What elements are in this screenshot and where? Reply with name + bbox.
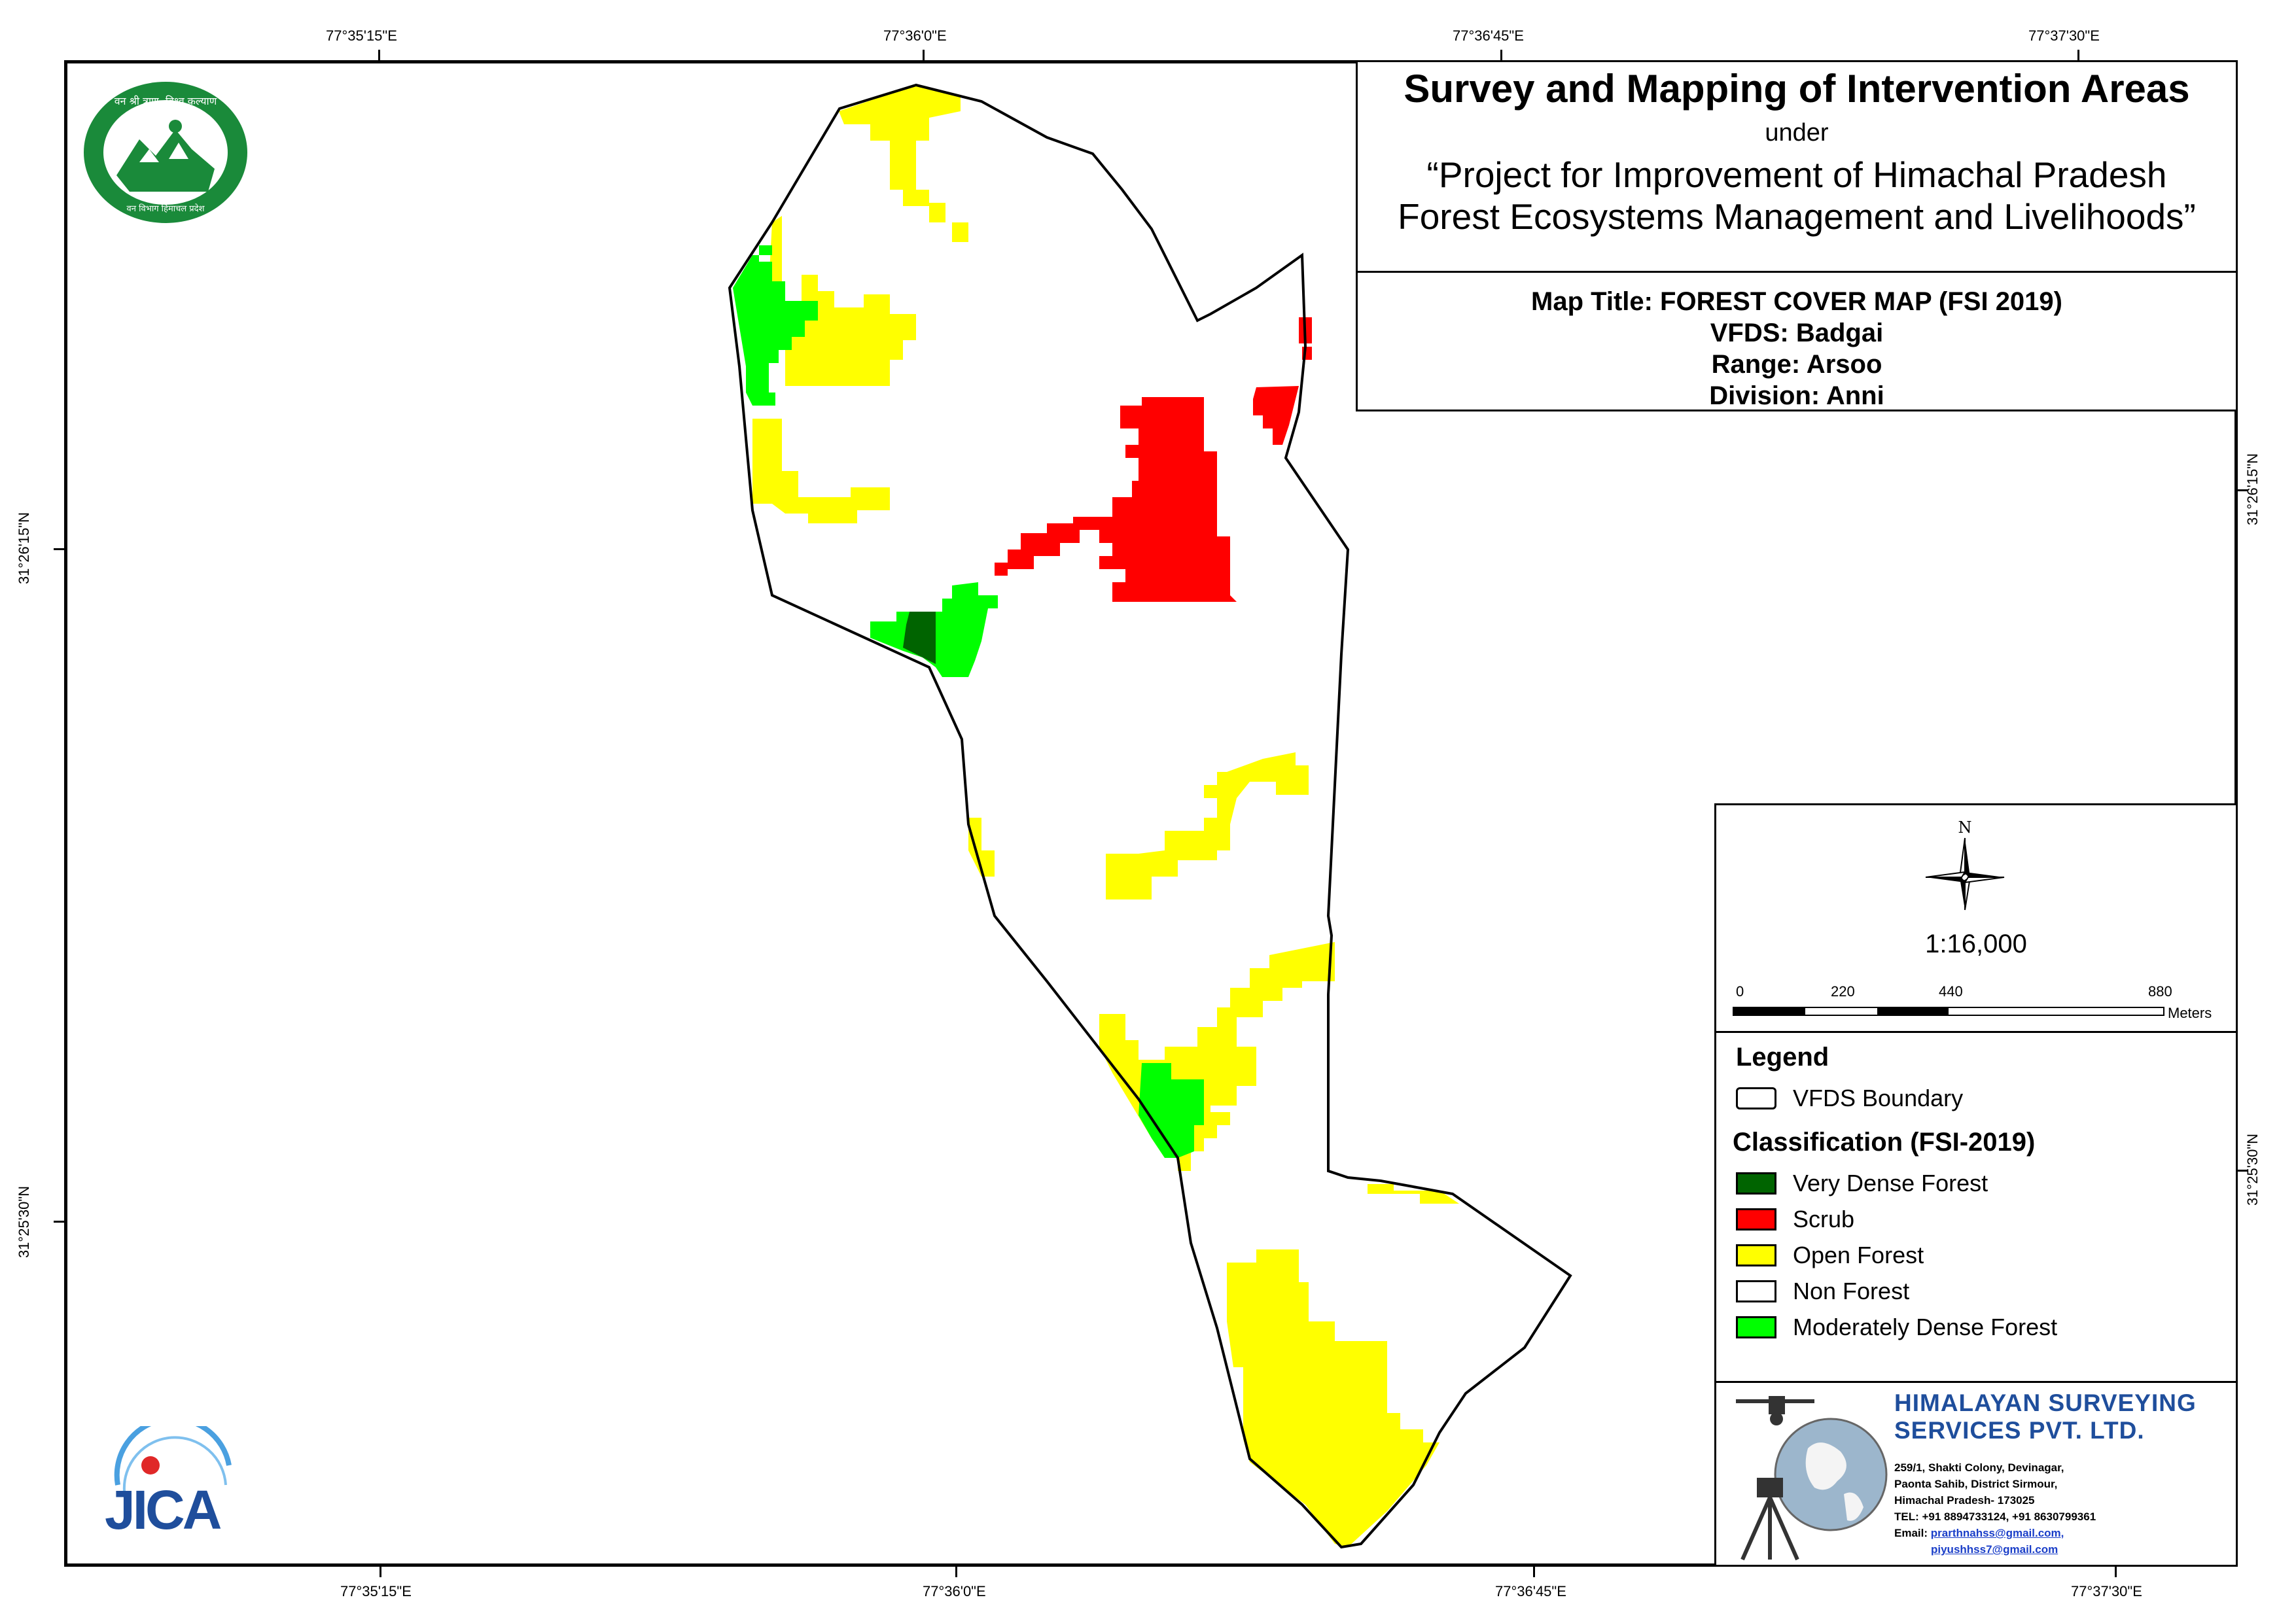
- division-name: Division: Anni: [1709, 381, 1884, 410]
- legend-label: Non Forest: [1793, 1278, 1910, 1304]
- legend-item-scrub: Scrub: [1736, 1206, 1854, 1232]
- very-dense-forest-patches: [903, 612, 936, 664]
- email-line1: Email: prarthnahss@gmail.com,: [1894, 1527, 2064, 1540]
- project-title: “Project for Improvement of Himachal Pra…: [1358, 154, 2236, 237]
- jica-logo: JICA: [98, 1416, 249, 1544]
- coord-bottom-1: 77°35'15"E: [340, 1583, 412, 1599]
- coord-top-4: 77°37'30"E: [2028, 27, 2100, 44]
- email-line2: piyushhss7@gmail.com: [1931, 1543, 2058, 1556]
- open-swatch: [1736, 1244, 1776, 1266]
- non-forest-swatch: [1736, 1280, 1776, 1302]
- company-name-line2: SERVICES PVT. LTD.: [1894, 1417, 2145, 1444]
- phone-line: TEL: +91 8894733124, +91 8630799361: [1894, 1510, 2096, 1523]
- surveying-equipment-icon: [1736, 1396, 1888, 1561]
- scale-label-220: 220: [1831, 983, 1855, 1000]
- email-label: Email:: [1894, 1527, 1928, 1539]
- legend-boundary-label: VFDS Boundary: [1793, 1085, 1964, 1111]
- company-name-line1: HIMALAYAN SURVEYING: [1894, 1389, 2197, 1416]
- project-title-line1: “Project for Improvement of Himachal Pra…: [1426, 154, 2167, 195]
- legend-item-non-forest: Non Forest: [1736, 1278, 1909, 1304]
- map-title: Map Title: FOREST COVER MAP (FSI 2019): [1531, 287, 2062, 316]
- email-link-2[interactable]: piyushhss7@gmail.com: [1931, 1543, 2058, 1556]
- scale-ratio: 1:16,000: [1925, 930, 2027, 958]
- open-forest-patches: [752, 85, 1459, 1547]
- map-info-block: Map Title: FOREST COVER MAP (FSI 2019) V…: [1356, 271, 2238, 411]
- range-name: Range: Arsoo: [1711, 350, 1882, 379]
- jica-text: JICA: [105, 1479, 222, 1541]
- very-dense-swatch: [1736, 1172, 1776, 1195]
- moderately-dense-swatch: [1736, 1316, 1776, 1338]
- legend-title: Legend: [1736, 1043, 1829, 1072]
- vfds-boundary: [728, 83, 1572, 1549]
- legend-label: Moderately Dense Forest: [1793, 1314, 2058, 1340]
- logo-top-text: वन श्री त्राण, विश्व कल्याण: [115, 95, 217, 107]
- scale-bar: [1733, 1007, 2164, 1016]
- legend-section: Legend VFDS Boundary Classification (FSI…: [1716, 1031, 2236, 1340]
- logo-bottom-text: वन विभाग हिमाचल प्रदेश: [127, 203, 205, 214]
- legend-panel: N 1:16,000 0 220 440 880 Meters Legend V…: [1714, 803, 2238, 1567]
- legend-item-very-dense: Very Dense Forest: [1736, 1170, 1988, 1196]
- himachal-forest-department-logo: वन श्री त्राण, विश्व कल्याण वन विभाग हिम…: [84, 82, 247, 223]
- coord-bottom-3: 77°36'45"E: [1495, 1583, 1566, 1599]
- scrub-swatch: [1736, 1208, 1776, 1230]
- classification-title: Classification (FSI-2019): [1733, 1128, 2036, 1157]
- coord-bottom-2: 77°36'0"E: [923, 1583, 986, 1599]
- title-block: Survey and Mapping of Intervention Areas…: [1356, 60, 2238, 273]
- scale-label-440: 440: [1939, 983, 1963, 1000]
- legend-label: Scrub: [1793, 1206, 1855, 1232]
- address-line3: Himachal Pradesh- 173025: [1894, 1494, 2035, 1507]
- coord-bottom-4: 77°37'30"E: [2071, 1583, 2142, 1599]
- north-label: N: [1958, 818, 1972, 837]
- legend-label: Open Forest: [1793, 1242, 1924, 1268]
- scale-unit: Meters: [2168, 1005, 2212, 1021]
- title-under: under: [1765, 119, 1829, 147]
- title-main: Survey and Mapping of Intervention Areas: [1404, 67, 2190, 111]
- scale-label-0: 0: [1736, 983, 1744, 1000]
- scale-label-880: 880: [2148, 983, 2172, 1000]
- email-link-1[interactable]: prarthnahss@gmail.com,: [1930, 1527, 2064, 1539]
- company-section: HIMALAYAN SURVEYING SERVICES PVT. LTD. 2…: [1716, 1381, 2236, 1567]
- boundary-swatch: [1736, 1087, 1776, 1109]
- coord-top-1: 77°35'15"E: [326, 27, 397, 44]
- legend-label: Very Dense Forest: [1793, 1170, 1988, 1196]
- coord-top-2: 77°36'0"E: [883, 27, 947, 44]
- legend-item-boundary: VFDS Boundary: [1736, 1085, 1963, 1111]
- address-line1: 259/1, Shakti Colony, Devinagar,: [1894, 1461, 2064, 1474]
- address-line2: Paonta Sahib, District Sirmour,: [1894, 1478, 2058, 1490]
- north-arrow-icon: N: [1925, 818, 2005, 911]
- vfds-name: VFDS: Badgai: [1710, 319, 1884, 347]
- scrub-patches: [995, 317, 1312, 602]
- legend-item-moderately-dense: Moderately Dense Forest: [1736, 1314, 2057, 1340]
- legend-item-open: Open Forest: [1736, 1242, 1924, 1268]
- coord-top-3: 77°36'45"E: [1453, 27, 1524, 44]
- project-title-line2: Forest Ecosystems Management and Livelih…: [1398, 196, 2196, 237]
